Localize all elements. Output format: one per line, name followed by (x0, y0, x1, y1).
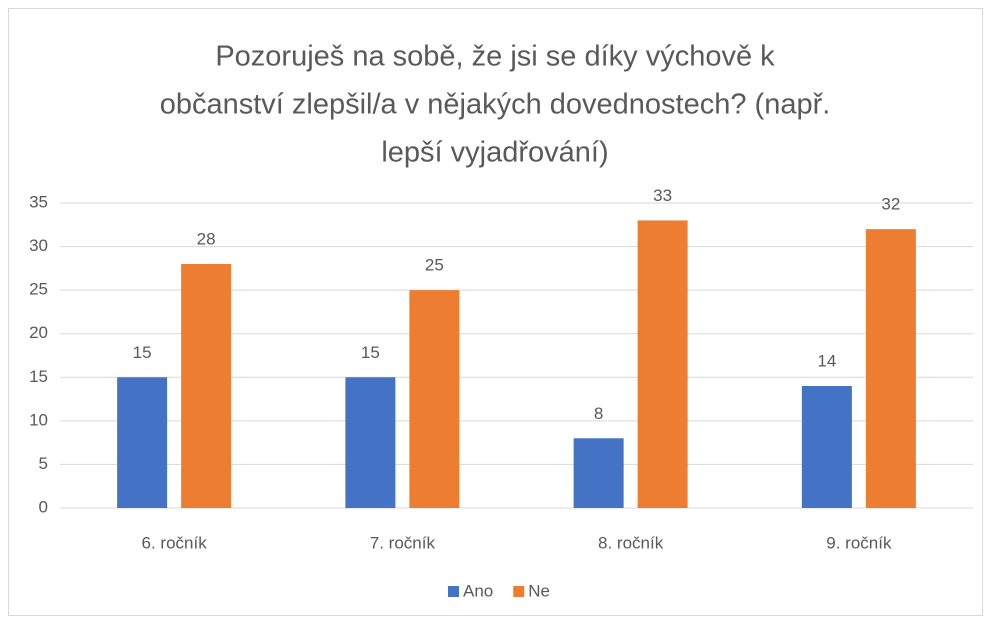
bar (181, 264, 232, 508)
chart-title: občanství zlepšil/a v nějakých dovednost… (160, 89, 831, 121)
y-tick-label: 15 (29, 367, 48, 386)
chart-title: lepší vyjadřování) (381, 137, 608, 169)
y-tick-label: 30 (29, 236, 48, 255)
y-tick-label: 0 (39, 497, 48, 516)
x-tick-label: 8. ročník (598, 533, 664, 552)
y-tick-label: 10 (29, 410, 48, 429)
data-label: 32 (881, 195, 900, 214)
y-tick-label: 5 (39, 454, 48, 473)
legend-swatch (448, 586, 459, 597)
data-label: 25 (425, 256, 444, 275)
x-tick-label: 7. ročník (370, 533, 436, 552)
legend-label: Ne (528, 581, 550, 600)
data-label: 8 (594, 404, 603, 423)
y-tick-label: 35 (29, 192, 48, 211)
data-label: 28 (197, 229, 216, 248)
chart-title: Pozoruješ na sobě, že jsi se díky výchov… (215, 41, 775, 73)
bar (409, 290, 460, 508)
bar (573, 438, 624, 508)
chart-border (8, 8, 983, 616)
bar (865, 229, 916, 508)
legend-label: Ano (463, 581, 493, 600)
y-tick-label: 20 (29, 323, 48, 342)
bar (345, 377, 396, 508)
data-label: 33 (653, 186, 672, 205)
bar (117, 377, 168, 508)
data-label: 14 (817, 351, 836, 370)
y-tick-label: 25 (29, 280, 48, 299)
x-tick-label: 6. ročník (142, 533, 208, 552)
data-label: 15 (361, 343, 380, 362)
bar (637, 220, 688, 508)
x-tick-label: 9. ročník (826, 533, 892, 552)
bar (801, 386, 852, 508)
legend-swatch (513, 586, 525, 597)
data-label: 15 (133, 343, 152, 362)
